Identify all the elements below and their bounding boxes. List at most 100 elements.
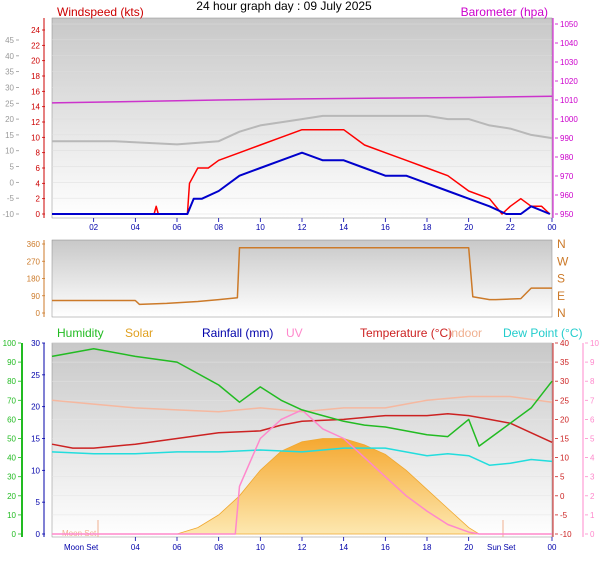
temp-tick-3: 25	[560, 396, 569, 405]
uv-tick-5: 5	[590, 435, 595, 444]
dew-point-line	[51, 447, 553, 466]
temp-tick-9: -5	[560, 511, 568, 520]
humidity-tick-4: 60	[7, 415, 16, 424]
env-x-tick-3: 10	[256, 543, 265, 552]
dir-label-0: N	[557, 237, 566, 251]
wind-left-tick-7: 10	[31, 133, 40, 142]
wind-x-tick-3: 08	[214, 223, 223, 232]
temp-tick-7: 5	[560, 473, 565, 482]
temp-tick-6: 10	[560, 454, 569, 463]
wind-left-tick-6: 12	[31, 118, 40, 127]
wind-far-left-tick-0: 45	[5, 36, 14, 45]
uv-tick-3: 7	[590, 396, 595, 405]
legend-solar: Solar	[125, 326, 153, 340]
windspeed-line	[52, 128, 551, 215]
legend-indoor: Indoor	[448, 326, 482, 340]
temperature-line	[51, 412, 553, 449]
rain-tick-0: 30	[31, 339, 40, 348]
temp-tick-4: 20	[560, 415, 569, 424]
wind-far-left-tick-11: -10	[2, 210, 14, 219]
temp-tick-0: 40	[560, 339, 569, 348]
barometer-line	[51, 95, 553, 104]
temp-tick-10: -10	[560, 530, 572, 539]
uv-tick-8: 2	[590, 492, 595, 501]
wind-far-left-tick-4: 25	[5, 99, 14, 108]
legend-uv: UV	[286, 326, 303, 340]
temp-tick-1: 35	[560, 358, 569, 367]
dir-label-3: E	[557, 289, 565, 303]
direction-panel-plot	[51, 239, 553, 318]
humidity-tick-3: 70	[7, 396, 16, 405]
rain-tick-4: 10	[31, 466, 40, 475]
humidity-tick-9: 10	[7, 511, 16, 520]
wind-far-left-tick-3: 30	[5, 83, 14, 92]
temp-tick-8: 0	[560, 492, 565, 501]
temp-tick-2: 30	[560, 377, 569, 386]
wind-left-tick-3: 18	[31, 72, 40, 81]
uv-tick-1: 9	[590, 358, 595, 367]
dir-left-tick-3: 90	[31, 292, 40, 301]
wind-left-tick-5: 14	[31, 103, 40, 112]
wind-far-left-tick-8: 5	[10, 163, 15, 172]
indoor-line	[51, 395, 553, 413]
wind-left-tick-12: 0	[36, 210, 41, 219]
humidity-tick-8: 20	[7, 492, 16, 501]
dir-left-tick-2: 180	[27, 275, 41, 284]
dir-label-2: S	[557, 272, 565, 286]
humidity-tick-2: 80	[7, 377, 16, 386]
wind-x-tick-5: 12	[298, 223, 307, 232]
uv-line	[52, 409, 552, 535]
wind-x-tick-9: 20	[464, 223, 473, 232]
baro-tick-7: 980	[560, 153, 574, 162]
wind-left-tick-8: 8	[36, 149, 41, 158]
wind-left-tick-1: 22	[31, 41, 40, 50]
dir-left-tick-4: 0	[36, 309, 41, 318]
baro-tick-1: 1040	[560, 39, 578, 48]
legend-dew-point: Dew Point (°C)	[503, 326, 582, 340]
baro-tick-9: 960	[560, 191, 574, 200]
baro-tick-10: 950	[560, 210, 574, 219]
moon-set-label: Moon Set	[64, 543, 99, 552]
wind-left-tick-0: 24	[31, 26, 40, 35]
windspeed-title: Windspeed (kts)	[57, 5, 144, 19]
wind-x-tick-10: 22	[506, 223, 515, 232]
wind-panel-plot	[51, 17, 553, 219]
wind-x-tick-2: 06	[173, 223, 182, 232]
average-wind-line	[52, 151, 551, 215]
humidity-line	[51, 347, 553, 447]
humidity-tick-1: 90	[7, 358, 16, 367]
wind-x-tick-6: 14	[339, 223, 348, 232]
baro-tick-6: 990	[560, 134, 574, 143]
uv-tick-2: 8	[590, 377, 595, 386]
uv-tick-10: 0	[590, 530, 595, 539]
baro-tick-2: 1030	[560, 58, 578, 67]
humidity-tick-0: 100	[3, 339, 17, 348]
dir-left-tick-0: 360	[27, 240, 41, 249]
legend-humidity: Humidity	[57, 326, 104, 340]
direction-line	[52, 247, 552, 306]
rain-tick-2: 20	[31, 403, 40, 412]
dir-label-1: W	[557, 254, 569, 268]
legend-rainfall: Rainfall (mm)	[202, 326, 273, 340]
baro-tick-4: 1010	[560, 96, 578, 105]
baro-tick-3: 1020	[560, 77, 578, 86]
uv-tick-4: 6	[590, 415, 595, 424]
humidity-tick-6: 40	[7, 454, 16, 463]
env-x-tick-0: 04	[131, 543, 140, 552]
gray-trace-line	[52, 114, 553, 146]
wind-far-left-tick-2: 35	[5, 68, 14, 77]
wind-left-tick-10: 4	[36, 179, 41, 188]
legend-temperature: Temperature (°C)	[360, 326, 452, 340]
chart-title: 24 hour graph day : 09 July 2025	[196, 0, 372, 13]
uv-tick-9: 1	[590, 511, 595, 520]
wind-far-left-tick-10: -5	[7, 194, 15, 203]
sun-set-label: Sun Set	[487, 543, 516, 552]
wind-far-left-tick-9: 0	[10, 178, 15, 187]
wind-x-tick-7: 16	[381, 223, 390, 232]
wind-far-left-tick-1: 40	[5, 52, 14, 61]
env-x-tick-8: 20	[464, 543, 473, 552]
env-x-tick-2: 08	[214, 543, 223, 552]
wind-left-tick-4: 16	[31, 87, 40, 96]
uv-tick-0: 10	[590, 339, 599, 348]
